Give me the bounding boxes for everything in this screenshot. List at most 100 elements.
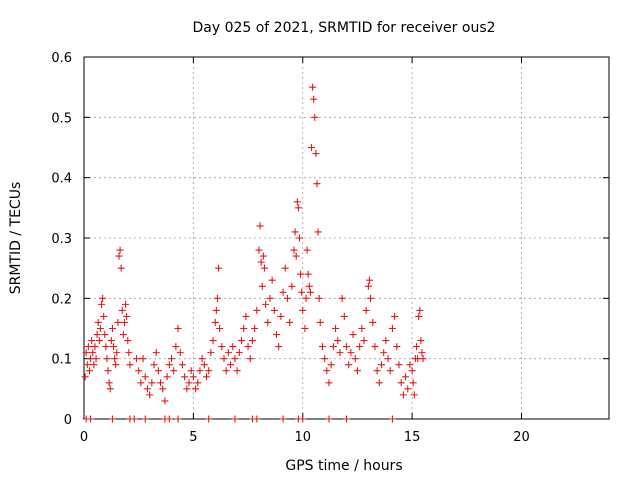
- data-point: [108, 325, 116, 332]
- data-point: [240, 325, 248, 332]
- data-point: [152, 349, 160, 357]
- data-point: [222, 367, 230, 375]
- data-point: [311, 113, 319, 121]
- data-point: [207, 349, 215, 357]
- data-point: [150, 361, 158, 369]
- data-point: [133, 355, 140, 363]
- data-point: [353, 367, 361, 375]
- data-point: [358, 325, 366, 332]
- data-point: [419, 355, 427, 363]
- data-point: [313, 180, 321, 188]
- data-point: [415, 312, 423, 320]
- data-point: [384, 355, 392, 363]
- data-point: [216, 325, 224, 332]
- data-point: [291, 228, 299, 236]
- data-point: [211, 318, 219, 326]
- x-tick-label: 20: [513, 430, 530, 445]
- data-point: [264, 318, 272, 326]
- data-point: [304, 270, 312, 278]
- data-point: [170, 367, 178, 375]
- data-point: [301, 325, 309, 332]
- data-point: [260, 264, 268, 272]
- data-point: [343, 415, 350, 423]
- data-point: [163, 373, 171, 381]
- data-point: [325, 379, 333, 387]
- y-tick-label: 0.6: [51, 51, 72, 66]
- data-point: [321, 355, 329, 363]
- data-point: [391, 312, 399, 320]
- data-point: [93, 331, 101, 339]
- data-point: [115, 252, 123, 260]
- data-point: [279, 288, 287, 296]
- y-tick-label: 0.2: [51, 292, 72, 307]
- data-point: [137, 379, 145, 387]
- data-point: [227, 361, 235, 369]
- data-point: [360, 337, 368, 345]
- data-point: [365, 276, 373, 284]
- data-point: [165, 415, 173, 423]
- data-point: [102, 343, 110, 351]
- data-point: [178, 361, 186, 369]
- data-point: [218, 343, 226, 351]
- data-point: [238, 337, 245, 345]
- data-point: [146, 391, 154, 399]
- data-point: [399, 391, 407, 399]
- data-point: [148, 379, 156, 387]
- data-point: [308, 144, 315, 151]
- data-point: [141, 373, 149, 381]
- data-point: [220, 355, 228, 363]
- data-point: [95, 337, 103, 345]
- data-point: [258, 282, 266, 290]
- data-point: [302, 294, 310, 302]
- data-point: [367, 294, 375, 302]
- data-point: [386, 367, 394, 375]
- x-tick-label: 5: [189, 430, 197, 445]
- data-point: [295, 234, 303, 242]
- data-point: [345, 361, 353, 369]
- data-point: [189, 373, 197, 381]
- data-point: [159, 385, 167, 393]
- data-point: [395, 361, 403, 369]
- data-point: [305, 282, 313, 290]
- data-point: [194, 379, 202, 387]
- data-point: [172, 343, 180, 351]
- chart-title: Day 025 of 2021, SRMTID for receiver ous…: [192, 20, 495, 36]
- data-point: [283, 294, 291, 302]
- data-point: [111, 355, 119, 363]
- data-point: [192, 385, 200, 393]
- data-point: [126, 361, 134, 369]
- data-point: [251, 325, 259, 332]
- data-point: [88, 337, 96, 345]
- y-tick-label: 0.4: [51, 172, 72, 187]
- y-axis-label: SRMTID / TECUs: [8, 182, 24, 295]
- data-point: [119, 331, 127, 339]
- data-point: [89, 349, 97, 357]
- data-point: [114, 318, 122, 326]
- data-point: [231, 415, 239, 423]
- data-point: [101, 331, 109, 339]
- data-point: [393, 343, 401, 351]
- data-point: [369, 318, 377, 326]
- data-point: [130, 415, 138, 423]
- data-point: [286, 318, 294, 326]
- data-point: [343, 343, 350, 351]
- data-point: [117, 264, 125, 272]
- data-point: [103, 355, 111, 363]
- data-point: [380, 349, 388, 357]
- data-point: [292, 252, 300, 260]
- data-point: [154, 367, 162, 375]
- data-point: [273, 331, 280, 339]
- data-point: [298, 288, 306, 296]
- data-point: [325, 415, 333, 423]
- data-point: [124, 337, 132, 345]
- data-point: [135, 367, 143, 375]
- data-point: [96, 325, 104, 332]
- data-point: [122, 300, 130, 308]
- data-point: [338, 294, 346, 302]
- data-point: [257, 258, 265, 266]
- data-point: [388, 325, 396, 332]
- data-point: [316, 318, 324, 326]
- data-point: [259, 252, 267, 260]
- data-point: [161, 397, 169, 405]
- data-point: [229, 343, 237, 351]
